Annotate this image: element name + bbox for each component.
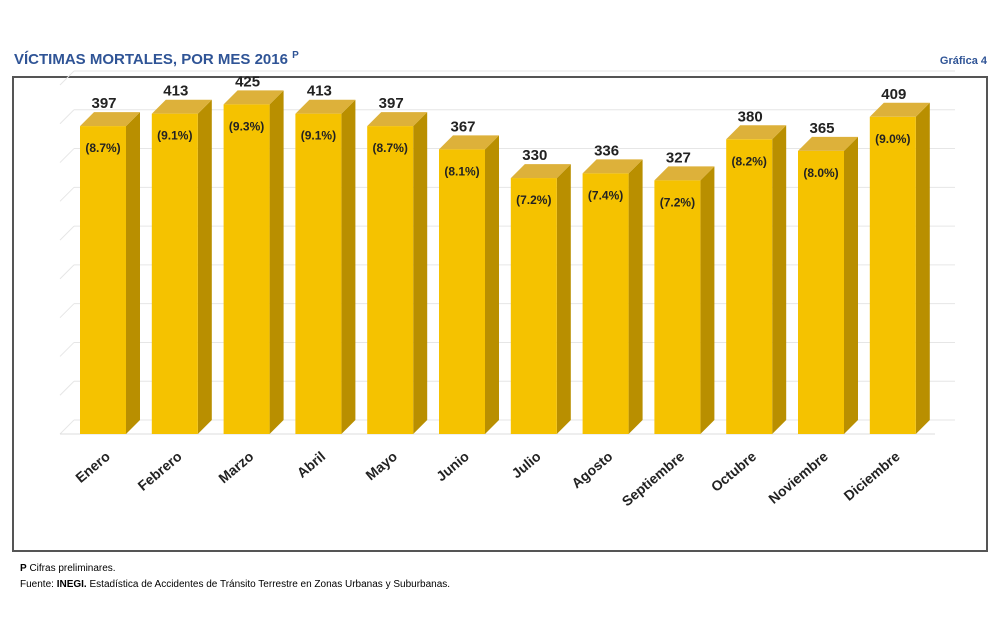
bar-top-marzo [223,90,284,105]
title-superscript: P [292,50,299,61]
category-label: Mayo [362,448,400,483]
bar-top-agosto [582,159,643,174]
bar-side-mayo [413,112,428,435]
footnote-preliminary: P Cifras preliminares. [20,563,116,574]
bar-noviembre [798,150,844,434]
bar-top-junio [439,135,499,150]
value-label: 413 [307,83,332,100]
value-label: 330 [522,147,547,164]
value-label: 413 [163,83,188,100]
category-label: Febrero [135,448,185,494]
bar-top-febrero [151,99,212,114]
bar-side-enero [126,112,140,435]
bar-side-diciembre [915,102,930,434]
bar-octubre [726,139,773,435]
bar-febrero [151,113,198,434]
bar-top-septiembre [654,166,715,181]
bar-side-agosto [628,159,643,434]
bar-side-julio [556,164,571,435]
gridline-side [59,264,75,280]
bar-top-diciembre [869,102,930,117]
bar-top-julio [510,164,571,179]
gridline-side [59,186,75,202]
value-label: 425 [235,73,260,90]
value-label: 365 [809,120,834,137]
category-label: Julio [508,448,543,481]
bar-agosto [582,173,629,434]
percent-label: (9.1%) [301,129,336,143]
category-label: Diciembre [841,448,903,504]
percent-label: (8.1%) [444,164,479,178]
bar-top-enero [80,112,140,127]
bar-side-octubre [772,125,787,435]
bar-side-septiembre [700,166,715,435]
bar-top-noviembre [798,136,858,151]
percent-label: (9.0%) [875,132,910,146]
value-label: 336 [594,142,619,159]
footnote-source: Fuente: INEGI. Estadística de Accidentes… [20,579,451,590]
value-label: 409 [881,86,906,103]
percent-label: (7.4%) [588,188,623,202]
category-label: Abril [294,448,329,481]
category-label: Junio [433,448,472,484]
gridline-side [59,419,75,435]
percent-label: (7.2%) [516,193,551,207]
chart-title: VÍCTIMAS MORTALES, POR MES 2016 P [14,50,299,68]
bar-junio [439,149,485,435]
bar-side-marzo [269,90,284,434]
bar-top-abril [295,99,356,114]
percent-label: (9.3%) [229,119,264,133]
gridline-side [59,148,75,163]
bar-top-mayo [367,112,428,127]
value-label: 397 [379,95,404,112]
gridline-side [59,303,75,319]
bar-side-febrero [197,99,212,434]
gridline-side [59,342,75,357]
bar-abril [295,113,342,434]
percent-label: (8.2%) [732,154,767,168]
category-label: Septiembre [619,448,688,509]
value-label: 367 [450,118,475,135]
gridline-side [59,70,75,86]
value-label: 397 [91,95,116,112]
category-label: Octubre [708,448,760,495]
category-label: Agosto [568,448,615,491]
value-label: 380 [738,108,763,125]
gridline-side [59,109,75,125]
bar-side-junio [485,135,499,435]
bar-mayo [367,126,414,435]
value-label: 327 [666,149,691,166]
gridline-side [59,380,75,396]
bar-septiembre [654,180,701,434]
percent-label: (8.7%) [85,141,120,155]
category-label: Noviembre [765,448,831,507]
figure-reference: Gráfica 4 [939,55,987,67]
percent-label: (8.7%) [373,141,408,155]
percent-label: (7.2%) [660,195,695,209]
bar-side-abril [341,99,356,434]
bar-top-octubre [726,125,787,140]
bar-julio [510,178,557,434]
bar-marzo [223,104,270,434]
percent-label: (9.1%) [157,129,192,143]
bar-diciembre [869,116,916,434]
percent-label: (8.0%) [803,166,838,180]
gridline-side [59,225,75,241]
category-label: Enero [72,448,113,486]
bar-enero [80,126,126,435]
bar-side-noviembre [844,136,858,434]
category-label: Marzo [215,448,256,486]
